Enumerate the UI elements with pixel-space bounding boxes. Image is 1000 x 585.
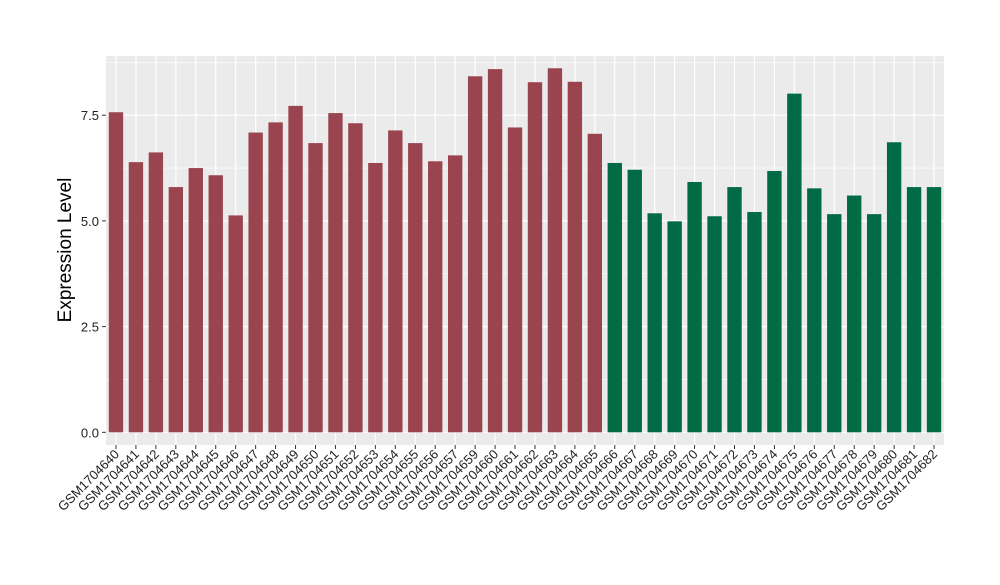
bar-GSM1704647 <box>248 132 263 433</box>
bar-GSM1704670 <box>687 182 702 433</box>
bar-GSM1704669 <box>667 221 682 433</box>
bar-GSM1704642 <box>148 152 164 433</box>
bar-GSM1704654 <box>388 130 403 433</box>
bar-GSM1704659 <box>467 76 483 433</box>
y-axis: 0.0 2.5 5.0 7.5 <box>81 108 106 440</box>
y-tick-label: 5.0 <box>81 214 99 229</box>
bar-GSM1704660 <box>487 69 503 433</box>
bar-GSM1704671 <box>707 216 722 433</box>
bar-GSM1704649 <box>288 105 303 433</box>
y-axis-label: Expression Level <box>55 178 76 323</box>
bar-GSM1704641 <box>128 162 144 433</box>
bar-GSM1704666 <box>607 162 622 433</box>
y-tick-label: 2.5 <box>81 320 99 335</box>
grid-minor <box>106 62 944 380</box>
bar-GSM1704681 <box>906 187 922 433</box>
bar-GSM1704657 <box>447 155 463 433</box>
bar-GSM1704672 <box>727 187 742 433</box>
bar-GSM1704645 <box>208 175 223 433</box>
bar-GSM1704655 <box>408 143 423 433</box>
bar-GSM1704656 <box>428 161 443 433</box>
bars <box>108 68 942 433</box>
bar-GSM1704667 <box>627 169 642 433</box>
bar-GSM1704682 <box>926 187 942 433</box>
bar-GSM1704648 <box>268 122 283 433</box>
bar-GSM1704679 <box>866 214 882 433</box>
bar-GSM1704653 <box>368 162 383 433</box>
plot-panel <box>106 56 944 445</box>
bar-GSM1704663 <box>547 68 563 433</box>
bar-GSM1704677 <box>827 214 842 433</box>
bar-GSM1704652 <box>348 123 363 433</box>
bar-GSM1704675 <box>787 93 802 433</box>
bar-GSM1704662 <box>527 82 543 433</box>
bar-GSM1704678 <box>847 195 862 433</box>
bar-GSM1704664 <box>567 81 583 433</box>
bar-GSM1704650 <box>308 143 323 433</box>
bar-GSM1704668 <box>647 213 662 433</box>
bar-GSM1704643 <box>168 187 184 433</box>
y-tick-label: 7.5 <box>81 108 99 123</box>
bar-GSM1704661 <box>507 127 523 433</box>
bar-GSM1704676 <box>807 188 822 433</box>
bar-GSM1704651 <box>328 113 343 433</box>
bar-GSM1704680 <box>886 142 902 433</box>
bar-GSM1704646 <box>228 215 243 433</box>
y-tick-label: 0.0 <box>81 425 99 440</box>
x-axis: GSM1704640GSM1704641GSM1704642GSM1704643… <box>55 445 940 514</box>
bar-GSM1704665 <box>587 133 603 433</box>
bar-GSM1704640 <box>108 112 124 433</box>
bar-GSM1704644 <box>188 168 203 433</box>
bar-GSM1704673 <box>747 212 762 433</box>
bar-GSM1704674 <box>767 171 782 433</box>
